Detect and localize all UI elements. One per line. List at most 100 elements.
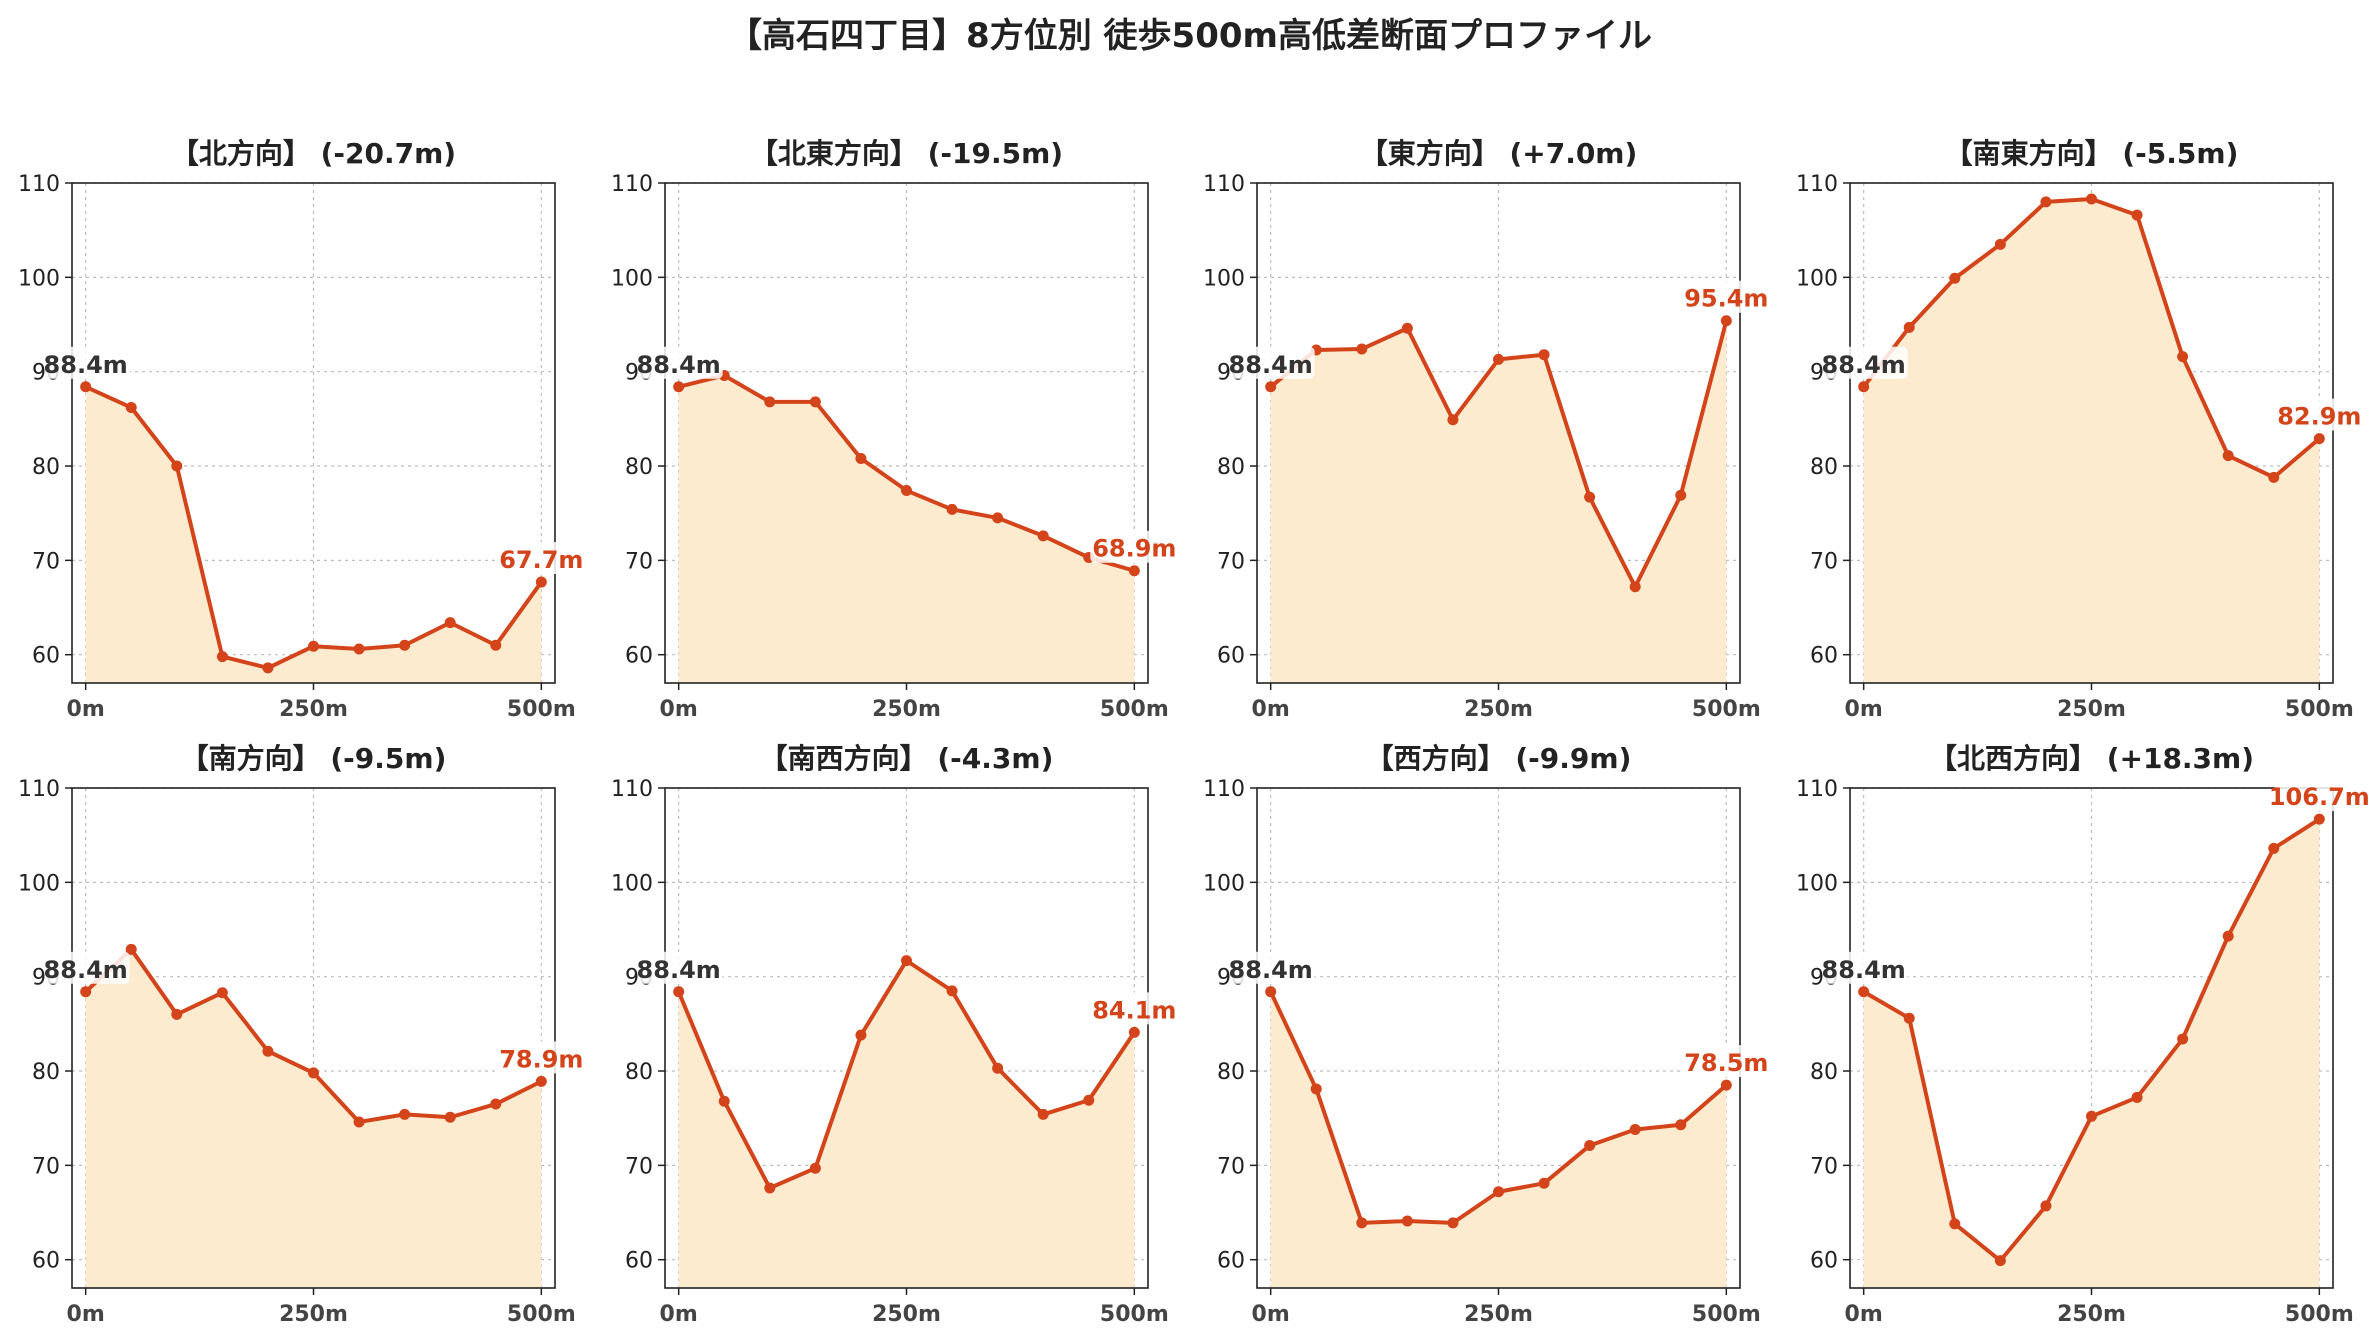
- data-point: [353, 1116, 365, 1128]
- y-tick-label: 110: [611, 172, 653, 197]
- data-point: [535, 1075, 547, 1087]
- start-elevation-label: 88.4m: [637, 956, 721, 984]
- start-elevation-label: 88.4m: [44, 956, 128, 984]
- data-point: [399, 1108, 411, 1120]
- x-tick-label: 500m: [1100, 1302, 1169, 1327]
- y-tick-label: 60: [1810, 1249, 1838, 1274]
- y-tick-label: 100: [1796, 871, 1838, 896]
- y-tick-label: 80: [1810, 455, 1838, 480]
- y-tick-label: 60: [625, 1249, 653, 1274]
- end-elevation-label: 67.7m: [499, 546, 583, 574]
- start-label-box: [45, 951, 130, 984]
- y-tick-label: 70: [1810, 549, 1838, 574]
- start-elevation-label: 88.4m: [1822, 351, 1906, 379]
- chart-panel-3: 【東方向】 (+7.0m)607080901001100m250m500m88.…: [1203, 137, 1771, 722]
- data-point: [1401, 1215, 1413, 1227]
- end-elevation-label: 84.1m: [1092, 996, 1176, 1024]
- data-point: [673, 986, 685, 998]
- y-tick-label: 80: [32, 1060, 60, 1085]
- start-label-box: [1230, 951, 1315, 984]
- y-tick-label: 100: [1796, 266, 1838, 291]
- y-tick-label: 70: [1810, 1154, 1838, 1179]
- data-point: [308, 1067, 319, 1079]
- data-point: [2040, 196, 2052, 208]
- data-point: [444, 617, 456, 629]
- data-point: [809, 1162, 821, 1174]
- end-label-box: [497, 1041, 586, 1074]
- data-point: [2040, 1200, 2052, 1212]
- chart-panel-7: 【西方向】 (-9.9m)607080901001100m250m500m88.…: [1203, 742, 1771, 1327]
- chart-title: 【南方向】 (-9.5m): [181, 742, 447, 775]
- data-point: [1356, 1217, 1368, 1229]
- end-elevation-label: 78.9m: [499, 1045, 583, 1073]
- data-point: [2177, 351, 2189, 363]
- end-elevation-label: 106.7m: [2269, 783, 2370, 811]
- chart-title: 【南東方向】 (-5.5m): [1945, 137, 2239, 170]
- x-tick-label: 250m: [1464, 1302, 1533, 1327]
- data-point: [855, 1029, 867, 1041]
- data-point: [764, 396, 776, 408]
- data-point: [2222, 450, 2234, 462]
- chart-panel-2: 【北東方向】 (-19.5m)607080901001100m250m500m8…: [611, 137, 1179, 722]
- elevation-area: [85, 949, 542, 1288]
- x-tick-label: 0m: [67, 1302, 105, 1327]
- data-point: [171, 460, 183, 472]
- y-tick-label: 110: [18, 777, 60, 802]
- end-label-box: [2275, 779, 2364, 812]
- x-tick-label: 250m: [2057, 1302, 2126, 1327]
- data-point: [1629, 581, 1641, 593]
- data-point: [1128, 565, 1140, 577]
- data-point: [1083, 1094, 1095, 1106]
- data-point: [946, 985, 958, 997]
- data-point: [1128, 1026, 1140, 1038]
- end-elevation-label: 78.5m: [1684, 1049, 1768, 1077]
- y-tick-label: 60: [625, 644, 653, 669]
- chart-panel-5: 【南方向】 (-9.5m)607080901001100m250m500m88.…: [18, 742, 586, 1327]
- y-tick-label: 100: [1203, 266, 1245, 291]
- y-tick-label: 60: [1217, 644, 1245, 669]
- chart-title: 【南西方向】 (-4.3m): [760, 742, 1054, 775]
- data-point: [1949, 272, 1961, 284]
- start-label-box: [638, 346, 723, 379]
- data-point: [2131, 209, 2143, 221]
- data-point: [1265, 381, 1277, 393]
- y-tick-label: 80: [625, 455, 653, 480]
- end-label-box: [1682, 280, 1771, 313]
- chart-panel-1: 【北方向】 (-20.7m)607080901001100m250m500m88…: [18, 137, 586, 722]
- data-point: [80, 986, 92, 998]
- y-tick-label: 100: [611, 871, 653, 896]
- end-label-box: [1090, 992, 1179, 1025]
- start-label-box: [638, 951, 723, 984]
- y-tick-label: 70: [32, 1154, 60, 1179]
- data-point: [673, 381, 685, 393]
- start-elevation-label: 88.4m: [1229, 956, 1313, 984]
- data-point: [444, 1111, 456, 1123]
- end-label-box: [2275, 398, 2364, 431]
- data-point: [1858, 381, 1870, 393]
- y-tick-label: 100: [1203, 871, 1245, 896]
- start-label-box: [1823, 951, 1908, 984]
- data-point: [2086, 1110, 2097, 1122]
- data-point: [490, 639, 502, 651]
- figure-title: 【高石四丁目】8方位別 徒歩500m高低差断面プロファイル: [728, 16, 1652, 56]
- y-tick-label: 110: [611, 777, 653, 802]
- start-label-box: [1823, 346, 1908, 379]
- chart-title: 【西方向】 (-9.9m): [1366, 742, 1632, 775]
- data-point: [1949, 1218, 1961, 1230]
- data-point: [535, 576, 547, 588]
- x-tick-label: 500m: [1692, 697, 1761, 722]
- chart-panel-4: 【南東方向】 (-5.5m)607080901001100m250m500m88…: [1796, 137, 2364, 722]
- data-point: [2268, 471, 2280, 483]
- data-point: [1356, 343, 1368, 355]
- y-tick-label: 80: [32, 455, 60, 480]
- data-point: [1720, 315, 1732, 327]
- data-point: [901, 485, 912, 497]
- data-point: [216, 987, 228, 999]
- start-label-box: [1230, 346, 1315, 379]
- y-tick-label: 100: [611, 266, 653, 291]
- y-tick-label: 110: [18, 172, 60, 197]
- y-tick-label: 70: [1217, 1154, 1245, 1179]
- y-tick-label: 60: [32, 644, 60, 669]
- chart-title: 【北西方向】 (+18.3m): [1929, 742, 2254, 775]
- data-point: [262, 662, 274, 674]
